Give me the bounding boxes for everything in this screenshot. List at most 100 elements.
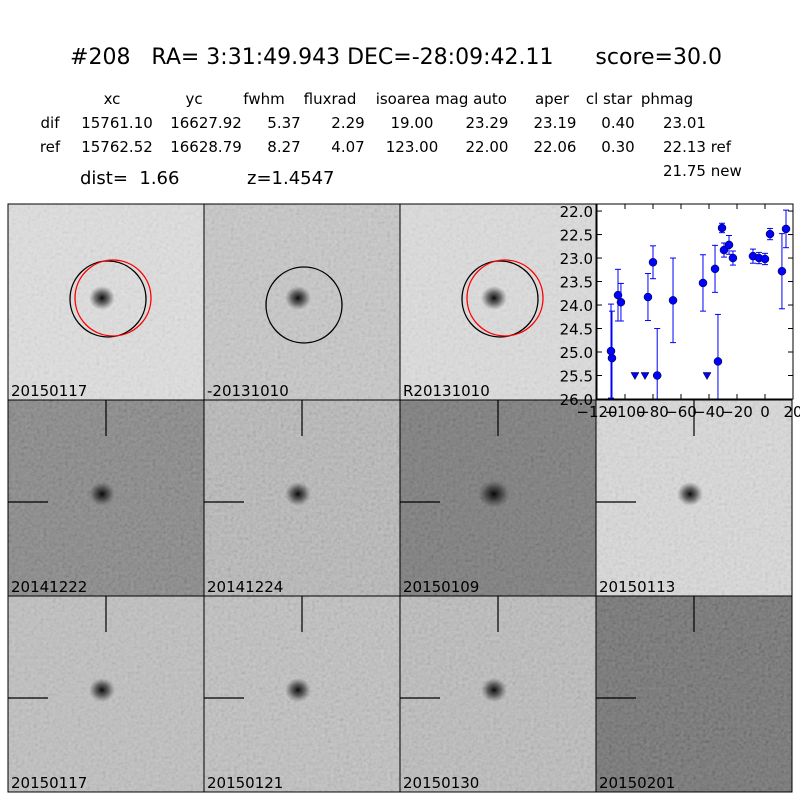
stamp-label: 20141222 <box>11 578 87 596</box>
x-tick-label: −80 <box>637 403 669 421</box>
stamp-label: 20141224 <box>207 578 283 596</box>
data-point <box>781 224 791 234</box>
title: #208 RA= 3:31:49.943 DEC=-28:09:42.11 sc… <box>70 45 722 70</box>
column-header: xc <box>104 90 121 108</box>
y-tick-label: 26.0 <box>560 391 593 409</box>
data-point <box>606 346 616 356</box>
column-header: yc <box>185 90 202 108</box>
table-cell: 0.40 <box>601 114 634 132</box>
y-tick-label: 22.5 <box>560 227 593 245</box>
y-tick-label: 22.0 <box>560 203 593 221</box>
stamp-label: 20150109 <box>403 578 479 596</box>
stamp-label: 20150117 <box>11 382 87 400</box>
data-point <box>777 266 787 276</box>
light-curve: 22.0 22.5 23.0 23.5 24.0 24.5 25.0 25.5 26.0−120… <box>560 203 800 421</box>
table-cell: 4.07 <box>331 138 364 156</box>
y-tick-label: 24.5 <box>560 321 593 339</box>
data-point <box>765 229 775 239</box>
table-cell: 22.00 <box>466 138 509 156</box>
x-tick-label: −40 <box>693 403 725 421</box>
upper-limit <box>640 372 650 381</box>
table-cell: 16628.79 <box>170 138 242 156</box>
aperture-circle <box>69 260 147 338</box>
stamp-label: 20150113 <box>599 578 675 596</box>
source <box>285 286 311 310</box>
plot-frame <box>596 203 794 400</box>
y-tick-label: 25.5 <box>560 368 593 386</box>
table-cell: 2.29 <box>331 114 364 132</box>
stamp-label: 20150121 <box>207 774 283 792</box>
x-tick-label: −20 <box>721 403 753 421</box>
aperture-circle <box>74 259 152 337</box>
source <box>478 480 510 508</box>
data-point <box>668 296 678 305</box>
column-header: mag auto <box>435 90 507 108</box>
data-point <box>717 223 727 233</box>
data-point <box>607 353 617 363</box>
data-point <box>713 357 723 366</box>
row-label: dif <box>41 114 61 132</box>
table-cell: 123.00 <box>386 138 439 156</box>
source <box>89 482 115 506</box>
phmag-new: 21.75 new <box>663 162 742 180</box>
plot-marks <box>606 209 791 399</box>
x-tick-label: 0 <box>760 403 770 421</box>
stamp-grid: 20150117 -20131010 R20131010 20141222 201412… <box>7 203 793 793</box>
stamp-label: 20150117 <box>11 774 87 792</box>
source <box>285 482 311 506</box>
x-tick-label: −100 <box>604 403 645 421</box>
source <box>285 678 311 702</box>
source <box>481 286 507 310</box>
aperture-circle <box>466 259 544 337</box>
table-cell: 15761.10 <box>81 114 153 132</box>
data-point <box>698 278 708 288</box>
data-point <box>760 254 770 264</box>
y-tick-label: 25.0 <box>560 344 593 362</box>
data-point <box>719 245 729 255</box>
data-point <box>728 253 738 263</box>
table-cell: 23.01 <box>663 114 706 132</box>
column-header: fluxrad <box>304 90 357 108</box>
column-header: fwhm <box>243 90 284 108</box>
column-header: aper <box>535 90 570 108</box>
column-header: cl star <box>586 90 633 108</box>
table-cell: 8.27 <box>267 138 300 156</box>
row-label: ref <box>40 138 61 156</box>
source <box>89 678 115 702</box>
upper-limit <box>702 372 712 381</box>
column-header: phmag <box>641 90 693 108</box>
stamp-label: 20150130 <box>403 774 479 792</box>
y-tick-label: 23.0 <box>560 250 593 268</box>
data-point <box>724 240 734 250</box>
source <box>677 482 703 506</box>
table-cell: 22.13 ref <box>663 138 732 156</box>
table-cell: 5.37 <box>267 114 300 132</box>
upper-limit <box>630 372 640 381</box>
stamp-frame <box>595 595 793 793</box>
redshift: z=1.4547 <box>247 168 335 189</box>
table-cell: 23.29 <box>466 114 509 132</box>
source <box>89 286 115 310</box>
table-cell: 19.00 <box>391 114 434 132</box>
stamp-label: 20150201 <box>599 774 675 792</box>
aperture-circle <box>461 260 539 338</box>
x-tick-label: −120 <box>576 403 617 421</box>
column-header: isoarea <box>376 90 431 108</box>
table-cell: 23.19 <box>534 114 577 132</box>
plot-area <box>597 204 793 399</box>
y-tick-label: 24.0 <box>560 297 593 315</box>
data-point <box>616 297 626 307</box>
data-point <box>643 292 653 302</box>
x-tick-label: 20 <box>783 403 800 421</box>
stamp-label: R20131010 <box>403 382 490 400</box>
data-point <box>710 264 720 274</box>
data-point <box>648 258 658 267</box>
data-point <box>652 371 662 380</box>
dist: dist= 1.66 <box>80 168 179 189</box>
table-cell: 0.30 <box>601 138 634 156</box>
aperture-circle <box>265 266 343 344</box>
table-cell: 15762.52 <box>81 138 153 156</box>
table-cell: 22.06 <box>534 138 577 156</box>
